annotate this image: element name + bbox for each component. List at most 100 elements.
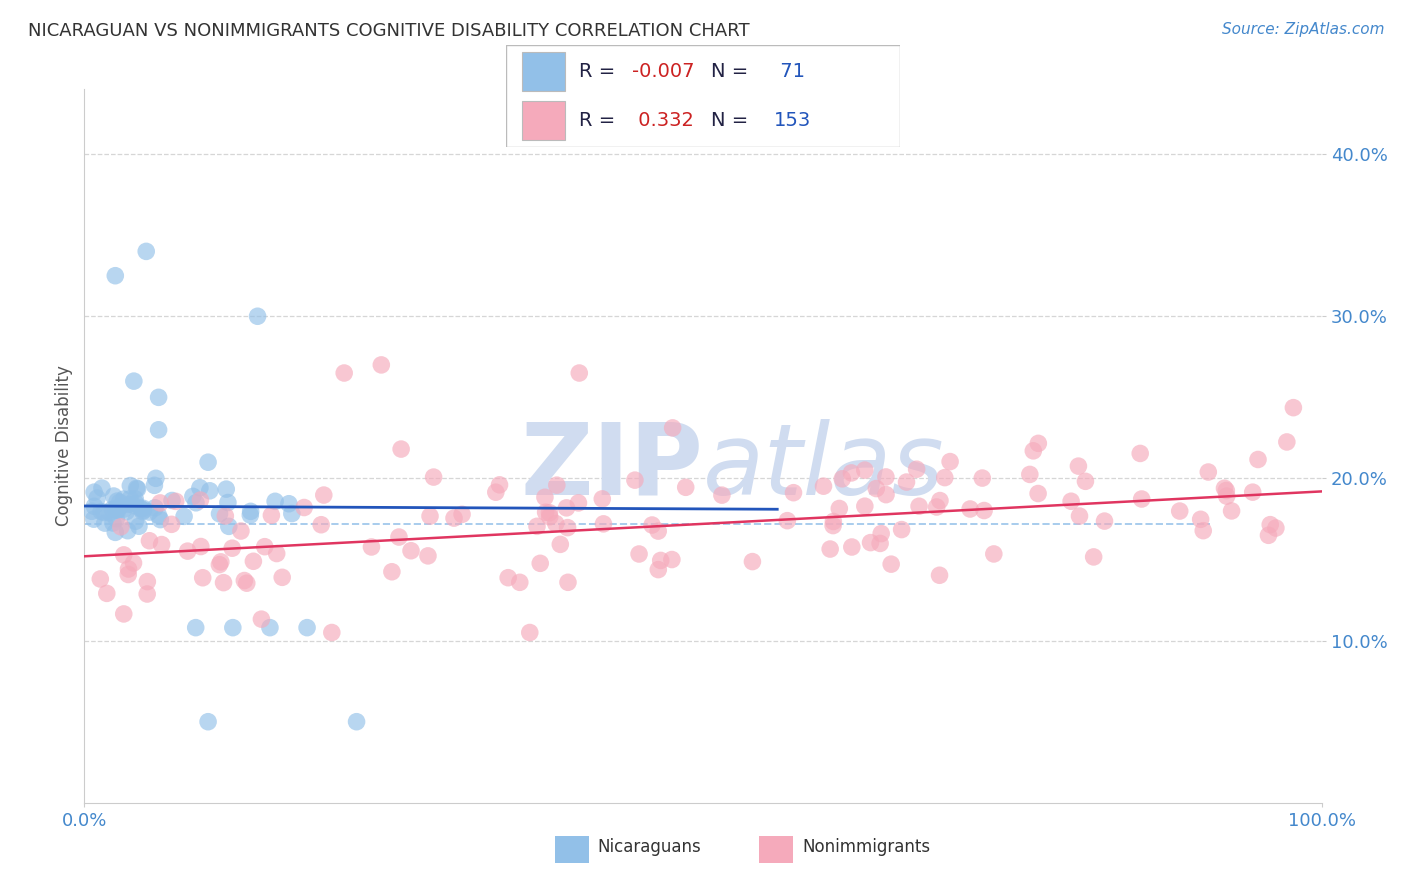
Point	[550, 537, 572, 551]
Point	[776, 514, 799, 528]
Point	[1189, 512, 1212, 526]
Point	[110, 520, 132, 534]
Text: Nonimmigrants: Nonimmigrants	[801, 838, 931, 856]
Point	[973, 503, 995, 517]
Text: 71: 71	[773, 62, 804, 81]
Point	[624, 473, 647, 487]
Point	[148, 423, 170, 437]
Point	[143, 500, 166, 515]
Text: -0.007: -0.007	[633, 62, 695, 81]
Point	[149, 496, 172, 510]
Point	[485, 485, 508, 500]
Point	[1215, 489, 1237, 503]
Point	[661, 552, 683, 566]
Point	[1168, 504, 1191, 518]
Point	[112, 548, 135, 562]
Point	[214, 508, 236, 523]
Point	[120, 478, 142, 492]
Point	[233, 574, 256, 588]
Point	[124, 496, 146, 510]
Point	[1247, 452, 1270, 467]
Point	[108, 495, 131, 509]
Point	[188, 481, 211, 495]
Point	[90, 504, 112, 518]
Point	[488, 478, 510, 492]
Text: NICARAGUAN VS NONIMMIGRANTS COGNITIVE DISABILITY CORRELATION CHART: NICARAGUAN VS NONIMMIGRANTS COGNITIVE DI…	[28, 22, 749, 40]
Point	[208, 507, 231, 521]
Point	[191, 571, 214, 585]
Point	[557, 520, 579, 534]
Point	[104, 268, 127, 283]
Point	[865, 482, 887, 496]
Point	[190, 540, 212, 554]
Point	[101, 502, 124, 516]
Point	[239, 508, 262, 522]
Point	[1257, 528, 1279, 542]
Text: Source: ZipAtlas.com: Source: ZipAtlas.com	[1222, 22, 1385, 37]
Point	[105, 503, 128, 517]
Point	[122, 556, 145, 570]
Point	[546, 478, 568, 492]
Point	[83, 512, 105, 526]
Point	[127, 482, 149, 496]
Point	[118, 497, 141, 511]
Point	[591, 491, 613, 506]
Point	[1129, 446, 1152, 460]
Point	[271, 570, 294, 584]
Point	[309, 517, 332, 532]
Point	[928, 568, 950, 582]
Point	[145, 471, 167, 485]
Point	[959, 502, 981, 516]
Point	[124, 514, 146, 528]
Point	[229, 524, 252, 538]
Point	[112, 492, 135, 507]
Point	[117, 524, 139, 538]
Point	[880, 557, 903, 571]
Point	[813, 479, 835, 493]
Point	[870, 526, 893, 541]
Point	[1215, 483, 1237, 498]
Text: R =: R =	[579, 111, 621, 130]
Point	[208, 558, 231, 572]
Point	[105, 512, 128, 526]
Y-axis label: Cognitive Disability: Cognitive Disability	[55, 366, 73, 526]
Point	[217, 495, 239, 509]
Point	[83, 500, 105, 514]
Point	[160, 517, 183, 532]
Point	[1241, 485, 1264, 500]
Point	[841, 466, 863, 480]
Point	[1197, 465, 1219, 479]
Point	[103, 489, 125, 503]
Point	[150, 537, 173, 551]
Point	[853, 463, 876, 477]
Point	[875, 488, 897, 502]
FancyBboxPatch shape	[554, 837, 589, 863]
Point	[281, 507, 304, 521]
Point	[509, 575, 531, 590]
Point	[534, 505, 557, 519]
Point	[129, 501, 152, 516]
Point	[1067, 459, 1090, 474]
Point	[818, 542, 841, 557]
Point	[929, 493, 952, 508]
Point	[250, 612, 273, 626]
Text: 0.332: 0.332	[633, 111, 695, 130]
Point	[209, 555, 232, 569]
Point	[1026, 486, 1049, 500]
Point	[148, 508, 170, 523]
Point	[218, 519, 240, 533]
Point	[1220, 504, 1243, 518]
Point	[416, 549, 439, 563]
Point	[98, 506, 121, 520]
Point	[94, 516, 117, 530]
Point	[538, 509, 561, 524]
Point	[419, 509, 441, 524]
Point	[190, 493, 212, 508]
Point	[346, 714, 368, 729]
Point	[110, 500, 132, 514]
Point	[135, 244, 157, 259]
Point	[239, 504, 262, 518]
Point	[212, 575, 235, 590]
Point	[1264, 521, 1286, 535]
Point	[198, 483, 221, 498]
